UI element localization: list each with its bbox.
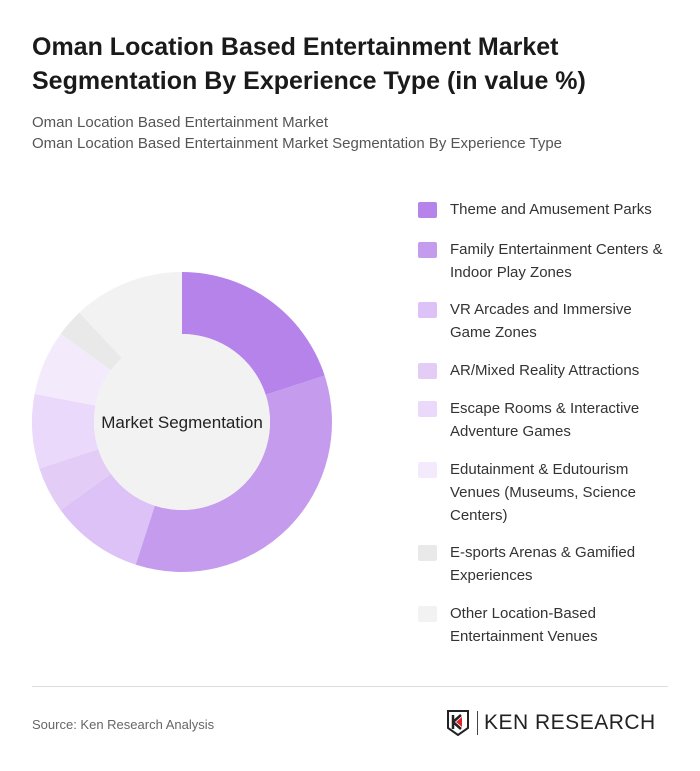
legend-item[interactable]: VR Arcades and Immersive Game Zones [418, 298, 670, 344]
legend-item[interactable]: Theme and Amusement Parks [418, 198, 670, 221]
legend-swatch [418, 545, 437, 561]
legend-label: E-sports Arenas & Gamified Experiences [450, 544, 636, 584]
slice-2[interactable] [135, 375, 332, 572]
ken-research-logo: KEN RESEARCH [447, 710, 656, 736]
legend-label: Escape Rooms & Interactive Adventure Gam… [450, 400, 640, 440]
logo-text: KEN RESEARCH [477, 711, 656, 735]
legend-swatch [418, 401, 437, 417]
donut-center [94, 334, 270, 510]
slice-7[interactable] [60, 312, 122, 371]
subtitle-market: Oman Location Based Entertainment Market [32, 114, 328, 131]
legend-swatch [418, 242, 437, 258]
legend-swatch [418, 606, 437, 622]
legend-label: Edutainment & Edutourism Venues (Museums… [450, 461, 636, 524]
legend-item[interactable]: E-sports Arenas & Gamified Experiences [418, 541, 670, 587]
slice-3[interactable] [60, 473, 155, 565]
legend-item[interactable]: Other Location-Based Entertainment Venue… [418, 602, 670, 648]
legend-item[interactable]: Escape Rooms & Interactive Adventure Gam… [418, 397, 670, 443]
source-note: Source: Ken Research Analysis [32, 717, 215, 732]
donut-chart: Market Segmentation [31, 272, 332, 572]
slice-6[interactable] [34, 333, 111, 406]
legend-item[interactable]: AR/Mixed Reality Attractions [418, 359, 670, 382]
legend-swatch [418, 302, 437, 318]
ken-logo-icon [447, 710, 469, 736]
divider [32, 686, 668, 687]
slice-8[interactable] [79, 272, 182, 358]
legend-swatch [418, 462, 437, 478]
legend-label: Other Location-Based Entertainment Venue… [450, 605, 598, 645]
legend-swatch [418, 363, 437, 379]
legend-label: VR Arcades and Immersive Game Zones [450, 301, 632, 341]
legend-item[interactable]: Edutainment & Edutourism Venues (Museums… [418, 458, 670, 527]
slice-5[interactable] [31, 393, 99, 469]
slice-4[interactable] [39, 449, 111, 511]
legend-swatch [418, 202, 437, 218]
legend-label: AR/Mixed Reality Attractions [450, 362, 640, 379]
chart-title: Oman Location Based Entertainment Market… [32, 33, 586, 95]
center-label: Market Segmentation [101, 413, 263, 432]
legend-label: Family Entertainment Centers & Indoor Pl… [450, 241, 663, 281]
subtitle-segmentation: Oman Location Based Entertainment Market… [32, 135, 563, 152]
legend-item[interactable]: Family Entertainment Centers & Indoor Pl… [418, 238, 670, 284]
slice-1[interactable] [182, 272, 325, 395]
legend-label: Theme and Amusement Parks [450, 201, 652, 218]
